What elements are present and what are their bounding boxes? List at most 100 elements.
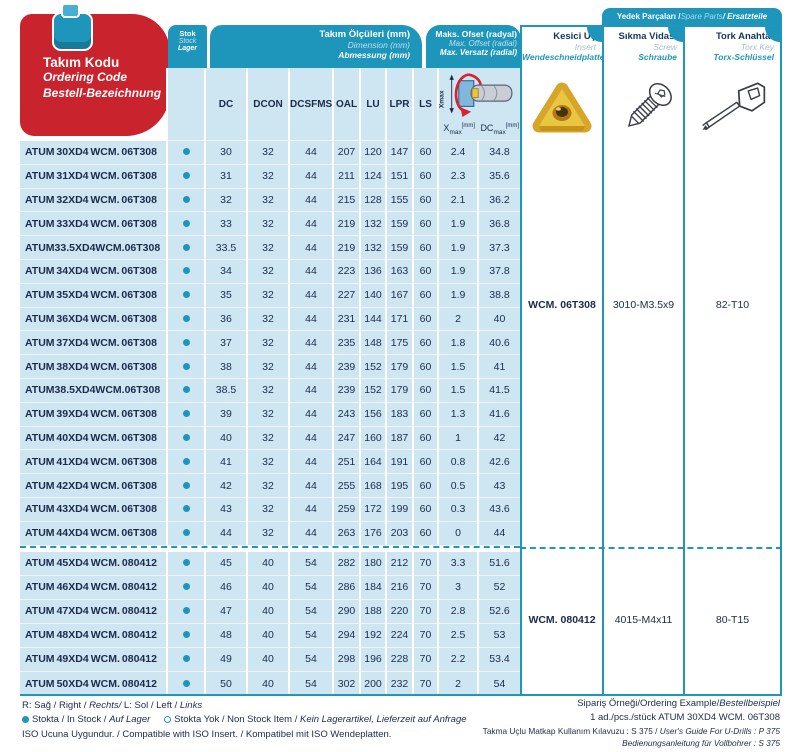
table-row: ATUM 42XD4 WCM. 06T308 42 32 44 255 168 195 60 0.5 4… — [20, 474, 520, 498]
cell-code: ATUM 35XD4 WCM. 06T308 — [20, 283, 168, 308]
cell-dcon: 32 — [248, 212, 290, 237]
cell-lpr: 155 — [387, 188, 414, 213]
cell-dc: 43 — [206, 497, 248, 522]
cell-stock — [168, 497, 206, 522]
cell-code: ATUM 44XD4 WCM. 06T308 — [20, 521, 168, 546]
cell-dcmax: 52 — [479, 575, 520, 600]
header-dimensions: Takım Ölçüleri (mm) Dimension (mm) Abmes… — [210, 25, 422, 68]
footer-legend: R: Sağ / Right / Rechts/ L: Sol / Left /… — [22, 699, 467, 742]
cell-lu: 188 — [361, 599, 387, 624]
torx-code-group1: 82-T10 — [715, 299, 750, 311]
cell-dcon: 40 — [248, 647, 290, 673]
group-separator-row — [20, 545, 520, 552]
cell-ls: 60 — [414, 450, 439, 475]
cell-dcmax: 43 — [479, 474, 520, 498]
cell-stock — [168, 450, 206, 475]
cell-ls: 60 — [414, 164, 439, 189]
ordering-example-value: 1 ad./pcs./stück ATUM 30XD4 WCM. 06T308 — [590, 711, 780, 723]
torx-code-group2: 80-T15 — [715, 614, 750, 626]
cell-lpr: 228 — [387, 647, 414, 673]
cell-dcmax: 36.8 — [479, 212, 520, 237]
cell-oal: 231 — [334, 307, 361, 332]
table-row: ATUM 35XD4 WCM. 06T308 35 32 44 227 140 167 60 1.9 3… — [20, 283, 520, 308]
cell-dc: 45 — [206, 551, 248, 576]
cell-ls: 70 — [414, 551, 439, 576]
torx-key-illustration — [685, 71, 780, 145]
cell-dcon: 32 — [248, 164, 290, 189]
cell-dcmax: 34.8 — [479, 141, 520, 165]
group-separator-line — [20, 545, 520, 552]
legend-direction: R: Sağ / Right / Rechts/ L: Sol / Left /… — [22, 700, 203, 711]
cell-dcsfms: 44 — [290, 164, 334, 189]
header-stock: Stok Stock Lager — [168, 25, 207, 68]
table-row: ATUM 37XD4 WCM. 06T308 37 32 44 235 148 175 60 1.8 4… — [20, 331, 520, 356]
u-drill-icon-tab — [61, 3, 80, 18]
cell-lpr: 159 — [387, 212, 414, 237]
cell-lu: 176 — [361, 521, 387, 546]
cell-dcsfms: 44 — [290, 426, 334, 451]
header-max-offset: Maks. Ofset (radyal) Max. Offset (radial… — [426, 25, 521, 68]
cell-dc: 39 — [206, 402, 248, 427]
cell-stock — [168, 575, 206, 600]
insert-tr: Kesici Uç — [553, 31, 596, 42]
cell-oal: 235 — [334, 331, 361, 356]
cell-stock — [168, 188, 206, 213]
cell-stock — [168, 283, 206, 308]
cell-lpr: 187 — [387, 426, 414, 451]
cell-xmax: 0 — [439, 521, 479, 546]
cell-xmax: 1.8 — [439, 331, 479, 356]
in-stock-dot — [182, 172, 190, 180]
table-row: ATUM 44XD4 WCM. 06T308 44 32 44 263 176 203 60 0 44 — [20, 521, 520, 546]
in-stock-dot — [182, 195, 190, 203]
cell-ls: 70 — [414, 575, 439, 600]
cell-lpr: 195 — [387, 474, 414, 498]
in-stock-dot — [182, 410, 190, 418]
cell-xmax: 1 — [439, 426, 479, 451]
table-row: ATUM 49XD4 WCM. 080412 49 40 54 298 196 228 70 2.2 5… — [20, 647, 520, 673]
table-row: ATUM 46XD4 WCM. 080412 46 40 54 286 184 216 70 3 52 — [20, 575, 520, 600]
cell-lu: 132 — [361, 212, 387, 237]
cell-dc: 41 — [206, 450, 248, 475]
cell-code: ATUM 48XD4 WCM. 080412 — [20, 623, 168, 648]
dimensions-en: Dimension (mm) — [347, 40, 410, 50]
insert-de: Wendeschneidplatte — [522, 52, 605, 63]
cell-dcon: 40 — [248, 599, 290, 624]
cell-lpr: 191 — [387, 450, 414, 475]
cell-xmax: 1.3 — [439, 402, 479, 427]
torx-de: Torx-Schlüssel — [713, 52, 774, 63]
cell-dc: 37 — [206, 331, 248, 356]
table-row: ATUM 32XD4 WCM. 06T308 32 32 44 215 128 155 60 2.1 3… — [20, 188, 520, 213]
cell-lu: 148 — [361, 331, 387, 356]
in-stock-dot — [182, 583, 190, 591]
cell-dcon: 32 — [248, 497, 290, 522]
cell-xmax: 1.9 — [439, 283, 479, 308]
cell-dcmax: 42 — [479, 426, 520, 451]
table-row: ATUM 33XD4 WCM. 06T308 33 32 44 219 132 159 60 1.9 3… — [20, 212, 520, 237]
cell-dc: 38.5 — [206, 378, 248, 403]
cell-dc: 42 — [206, 474, 248, 498]
col-dc: DC — [206, 68, 248, 141]
cell-dcsfms: 44 — [290, 283, 334, 308]
in-stock-dot — [182, 243, 190, 251]
cell-xmax: 2.4 — [439, 141, 479, 165]
cell-lpr: 171 — [387, 307, 414, 332]
spare-en: Spare Parts — [680, 12, 723, 21]
table-row: ATUM 41XD4 WCM. 06T308 41 32 44 251 164 191 60 0.8 4… — [20, 450, 520, 475]
cell-code: ATUM 30XD4 WCM. 06T308 — [20, 141, 168, 165]
cell-dcsfms: 44 — [290, 521, 334, 546]
cell-ls: 60 — [414, 355, 439, 379]
table-row: ATUM 43XD4 WCM. 06T308 43 32 44 259 172 199 60 0.3 4… — [20, 497, 520, 522]
cell-oal: 247 — [334, 426, 361, 451]
cell-stock — [168, 551, 206, 576]
table-row: ATUM 33.5XD4 WCM. 06T308 33.5 32 44 219 132 159 60… — [20, 236, 520, 260]
cell-dcon: 32 — [248, 188, 290, 213]
cell-dcon: 32 — [248, 259, 290, 284]
cell-dcsfms: 54 — [290, 551, 334, 576]
cell-stock — [168, 474, 206, 498]
torx-tr: Tork Anahtar — [715, 31, 774, 42]
dcmax-column-label: DCmax[mm] — [480, 123, 520, 136]
cell-ls: 60 — [414, 283, 439, 308]
insert-en: Insert — [574, 42, 596, 53]
cell-ls: 70 — [414, 672, 439, 697]
